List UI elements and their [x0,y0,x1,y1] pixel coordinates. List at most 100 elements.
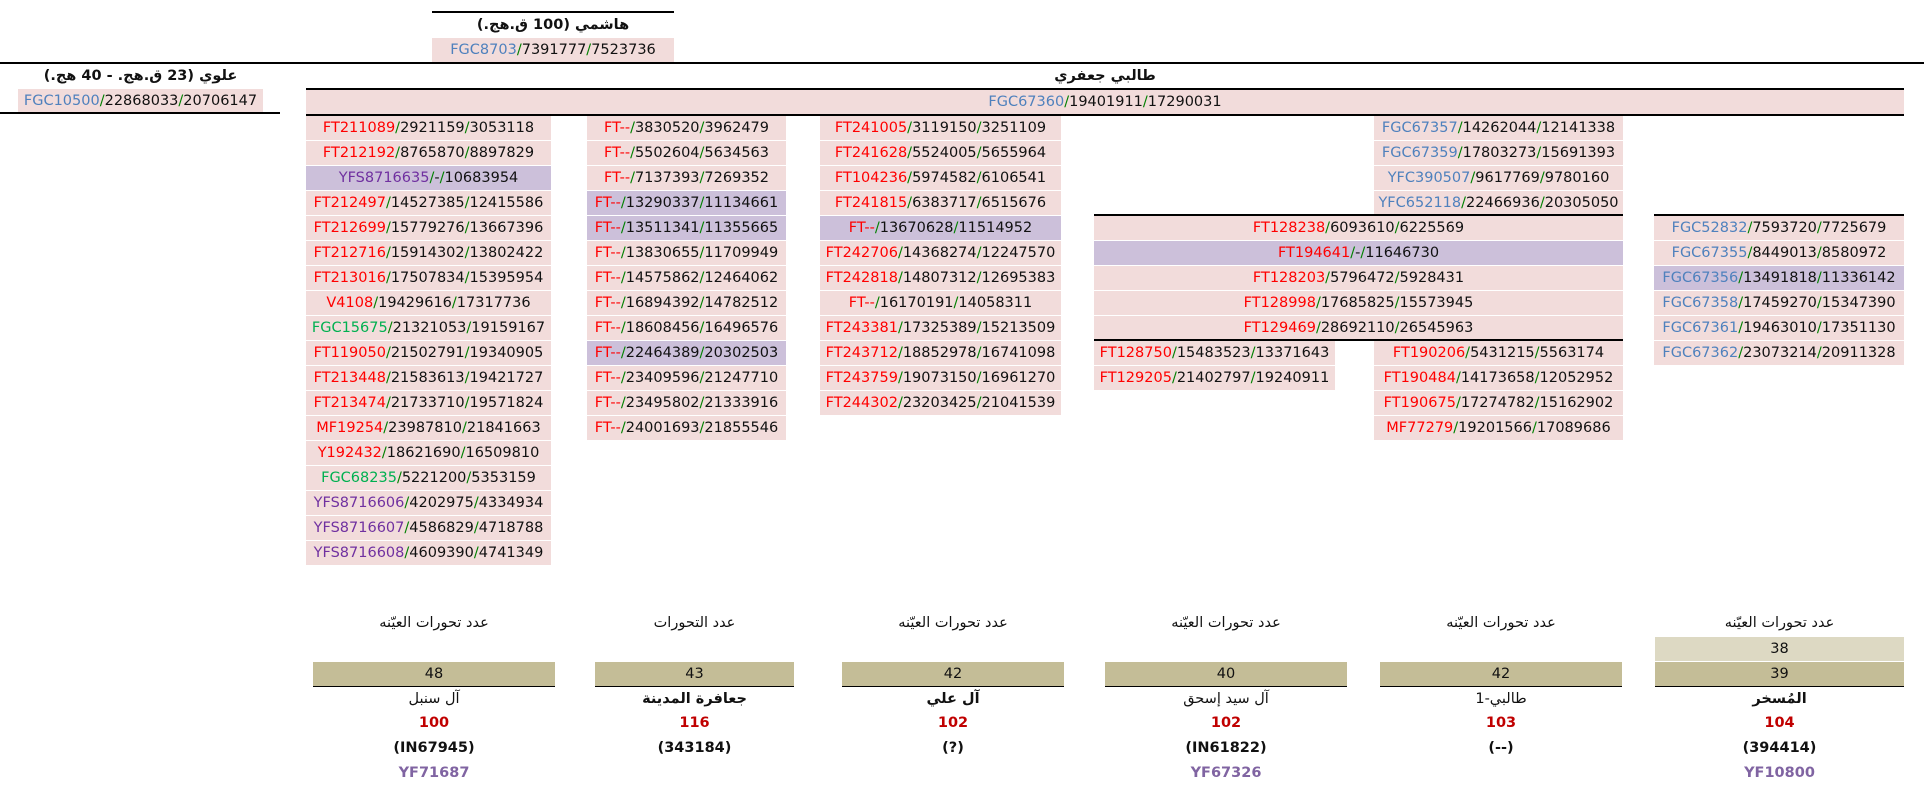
snp-name: FGC67355 [1671,245,1748,261]
snp-cell: MF19254/23987810/21841663 [306,416,551,440]
snp-cell: FT190484/14173658/12052952 [1374,366,1623,390]
snp-cell: FT242818/14807312/12695383 [820,266,1061,290]
snp-cell: MF77279/19201566/17089686 [1374,416,1623,440]
snp-pos-a: 17274782 [1460,395,1535,411]
snp-pos-a: 7137393 [634,170,700,186]
snp-pos-b: 8580972 [1821,245,1887,261]
snp-cell: FT211089/2921159/3053118 [306,116,551,140]
snp-name: FT211089 [322,120,396,136]
snp-pos-b: 16509810 [465,445,540,461]
snp-pos-b: 14782512 [704,295,779,311]
snp-name: FGC67361 [1662,320,1739,336]
snp-pos-a: 23495802 [625,395,700,411]
snp-name: FT212497 [313,195,386,211]
snp-pos-a: 19429616 [378,295,452,311]
snp-cell: FT241628/5524005/5655964 [820,141,1061,165]
snp-pos-b: 4334934 [478,495,544,511]
sample-id: (394414) [1742,740,1817,756]
family-name: المُسخر [1752,691,1807,707]
snp-name: FT242818 [825,270,898,286]
snp-cell: YFS8716608/4609390/4741349 [306,541,551,565]
snp-pos-b: 19571824 [469,395,544,411]
snp-name: FT212716 [313,245,386,261]
snp-pos-a: 6093610 [1330,220,1395,236]
snp-pos-a: 21402797 [1176,370,1251,386]
snp-name: FT129205 [1099,370,1172,386]
snp-name: MF77279 [1386,420,1454,436]
count-bar: 43 [595,662,794,686]
snp-pos-a: 13491818 [1743,270,1817,286]
snp-cell: YFS8716606/4202975/4334934 [306,491,551,515]
snp-cell: FT243712/18852978/16741098 [820,341,1061,365]
snp-pos-b: 15347390 [1821,295,1896,311]
snp-name: FT213474 [313,395,386,411]
snp-pos-a: 4609390 [409,545,474,561]
snp-pos-a: 14807312 [902,270,977,286]
snp-cell: FGC67356/13491818/11336142 [1654,266,1904,290]
snp-pos-a: 9617769 [1475,170,1540,186]
snp-pos-a: 13670628 [879,220,954,236]
snp-pos-b: 16961270 [981,370,1056,386]
family-number: 116 [679,715,710,731]
snp-pos-b: 19159167 [471,320,546,336]
snp-pos-b: 12052952 [1539,370,1614,386]
snp-pos-b: 20305050 [1544,195,1619,211]
snp-pos-b: 11336142 [1821,270,1896,286]
count-heading: عدد التحورات [653,615,736,631]
yf-code: YF71687 [398,765,470,781]
snp-cell: FT213474/21733710/19571824 [306,391,551,415]
snp-cell: FT190206/5431215/5563174 [1374,341,1623,365]
count-heading: عدد تحورات العيّنه [1446,615,1556,631]
snp-cell: FT194641/-/11646730 [1094,241,1623,265]
snp-name: FT241815 [834,195,908,211]
snp-cell: V4108/19429616/17317736 [306,291,551,315]
alawi-code: FGC10500/22868033/20706147 [18,89,263,113]
count-bar: 40 [1105,662,1347,686]
snp-cell: FT241815/6383717/6515676 [820,191,1061,215]
snp-name: FGC67362 [1662,345,1739,361]
snp-pos-a: 19463010 [1743,320,1817,336]
snp-pos-b: 21247710 [704,370,779,386]
snp-cell: FT--/5502604/5634563 [587,141,786,165]
snp-pos-a: 3830520 [634,120,700,136]
snp-pos-a: 19201566 [1458,420,1532,436]
snp-cell: FGC67358/17459270/15347390 [1654,291,1904,315]
snp-pos-a: 18621690 [386,445,461,461]
snp-cell: FT--/18608456/16496576 [587,316,786,340]
snp-name: FGC67359 [1381,145,1458,161]
snp-cell: FT--/24001693/21855546 [587,416,786,440]
snp-pos-b: 20911328 [1821,345,1896,361]
snp-pos-b: 21855546 [704,420,779,436]
snp-cell: FT129205/21402797/19240911 [1094,366,1335,390]
snp-pos-b: 17317736 [456,295,531,311]
snp-pos-b: 12141338 [1541,120,1616,136]
snp-pos-b: 21841663 [466,420,541,436]
family-name: آل سيد إسحق [1183,691,1269,707]
snp-name: FT-- [603,120,631,136]
snp-name: YFS8716635 [338,170,430,186]
snp-name: FT190484 [1383,370,1456,386]
snp-name: FT104236 [834,170,908,186]
snp-name: YFS8716607 [313,520,405,536]
snp-cell: FT--/23409596/21247710 [587,366,786,390]
snp-name: FT212192 [322,145,396,161]
snp-pos-a: 22466936 [1466,195,1540,211]
snp-name: YFS8716606 [313,495,405,511]
snp-cell: FGC67361/19463010/17351130 [1654,316,1904,340]
snp-cell: FT--/13511341/11355665 [587,216,786,240]
snp-cell: FT213016/17507834/15395954 [306,266,551,290]
snp-name: FT190206 [1392,345,1466,361]
jafari-title: طالبي جعفري [1054,68,1156,84]
snp-name: FT-- [848,295,875,311]
family-name: جعافرة المدينة [642,691,747,707]
snp-cell: FGC15675/21321053/19159167 [306,316,551,340]
snp-pos-a: 17459270 [1743,295,1817,311]
snp-pos-b: 21333916 [704,395,779,411]
snp-pos-b: 12695383 [981,270,1056,286]
snp-cell: FGC67359/17803273/15691393 [1374,141,1623,165]
snp-pos-a: 2921159 [400,120,465,136]
snp-pos-b: 3053118 [469,120,535,136]
snp-pos-a: 5431215 [1470,345,1535,361]
snp-pos-a: 23203425 [902,395,977,411]
snp-pos-b: 13371643 [1255,345,1330,361]
